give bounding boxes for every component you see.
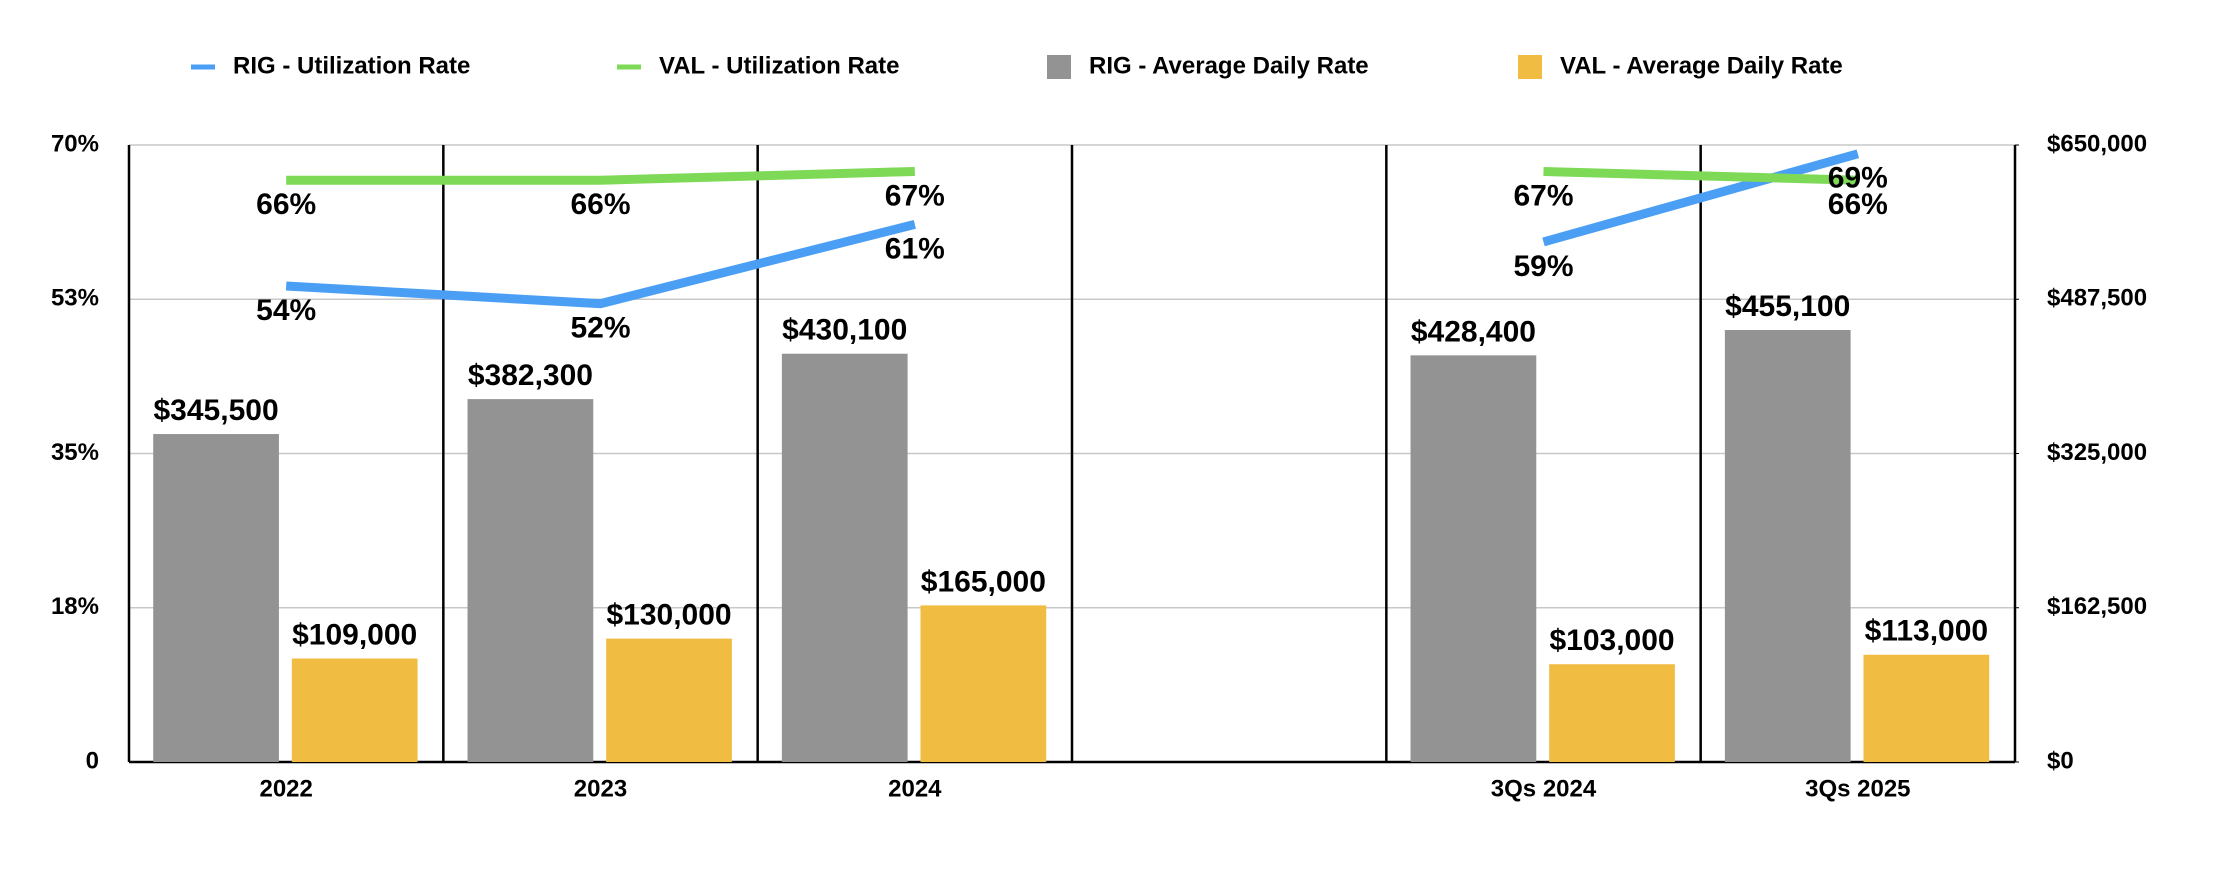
line [285,149,1860,309]
y2-tick-label: $325,000 [2047,439,2147,466]
y-tick-label: 70% [51,130,99,157]
y-tick-label: 18% [51,593,99,620]
bar-value-label: $382,300 [468,359,593,392]
bar-value-label: $428,400 [1411,315,1536,348]
bar [1863,654,1990,762]
y2-tick-label: $650,000 [2047,130,2147,157]
bar [781,353,908,762]
line-value-label: 52% [570,312,630,345]
line-value-label: 54% [256,294,316,327]
bar-value-label: $455,100 [1725,290,1850,323]
bar-value-label: $103,000 [1549,624,1674,657]
bar-value-label: $109,000 [292,618,417,651]
legend-label: RIG - Utilization Rate [233,52,470,79]
bar [1724,330,1851,762]
x-tick-label: 3Qs 2025 [1805,775,1910,802]
bar [153,434,279,762]
line-value-label: 61% [885,232,945,265]
y2-tick-label: $0 [2047,747,2074,774]
line-value-label: 59% [1513,250,1573,283]
x-tick-label: 3Qs 2024 [1491,775,1597,802]
y-tick-label: 35% [51,439,99,466]
bar-value-label: $345,500 [154,394,279,427]
bar [606,638,732,762]
bar-value-label: $113,000 [1865,615,1988,648]
bar [291,658,418,762]
x-tick-label: 2022 [259,775,312,802]
legend-swatch [1047,55,1071,79]
bar-value-label: $430,100 [782,314,907,347]
y-tick-label: 0 [86,747,99,774]
bar [1410,355,1537,762]
bar [467,399,594,762]
line-value-label: 67% [885,179,945,212]
y2-tick-label: $162,500 [2047,593,2147,620]
line-value-label: 66% [256,188,316,221]
line-value-label: 69% [1828,162,1888,195]
x-tick-label: 2023 [574,775,627,802]
legend-label: VAL - Average Daily Rate [1560,52,1843,79]
legend-swatch [1518,55,1542,79]
line [286,166,1858,185]
bar [920,605,1047,762]
bar-value-label: $165,000 [921,565,1046,598]
legend-label: VAL - Utilization Rate [659,52,899,79]
legend-label: RIG - Average Daily Rate [1089,52,1369,79]
x-tick-label: 2024 [888,775,942,802]
line-value-label: 66% [1828,188,1888,221]
line-value-label: 66% [570,188,630,221]
line-value-label: 67% [1513,179,1573,212]
y2-tick-label: $487,500 [2047,285,2147,312]
bar [1549,664,1675,762]
y-tick-label: 53% [51,285,99,312]
bar-value-label: $130,000 [606,599,731,632]
